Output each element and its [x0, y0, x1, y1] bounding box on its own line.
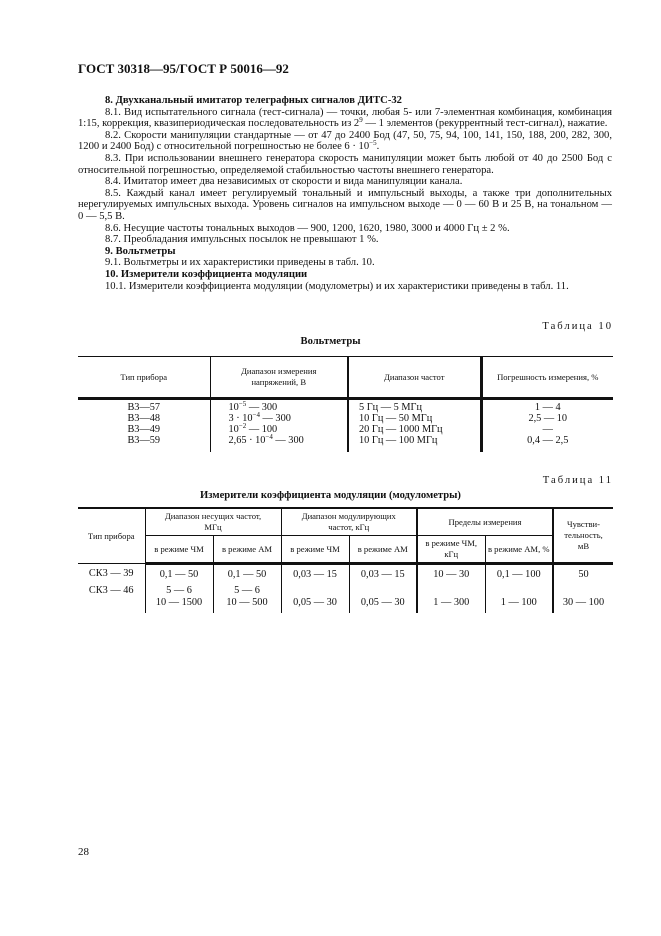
cell-value: В3—48	[127, 413, 161, 424]
carrier-am-cell: 10 — 500	[212, 597, 281, 613]
subheader: в режиме АМ, %	[484, 535, 554, 565]
mod-am-cell: 0,05 — 30	[348, 597, 417, 613]
table-row: СК3 — 39 0,1 — 50 0,1 — 50 0,03 — 15 0,03 — …	[78, 563, 613, 583]
column-header: Тип прибора	[78, 507, 146, 564]
error-cell: 1 — 4 2,5 — 10—0,4 — 2,5	[479, 398, 613, 452]
cell-value: 3 · 10−4 — 300	[228, 411, 291, 425]
mod-fm-cell: 0,05 — 30	[280, 597, 349, 613]
subheader: в режиме АМ	[212, 535, 282, 565]
carrier-fm-cell: 0,1 — 50	[144, 563, 213, 583]
section-heading: 9. Вольтметры	[105, 245, 176, 257]
table-row: В3—57 В3—48 В3—49 В3—59 10−5 — 300 3 · 10−4 …	[78, 398, 613, 453]
sens-cell: 30 — 100	[552, 597, 613, 613]
lim-fm-cell: 10 — 30	[416, 563, 485, 583]
column-header: Чувстви-тельность, мВ	[552, 507, 613, 565]
table-11-title: Измерители коэффициента модуляции (модул…	[200, 490, 461, 501]
column-header: Диапазон модулирующих частот, кГц	[280, 507, 418, 536]
section-heading: 10. Измерители коэффициента модуляции	[105, 268, 308, 280]
column-header: Диапазон частот	[347, 356, 481, 400]
cell-value: В3—49	[127, 424, 161, 435]
body-text: 8. Двухканальный имитатор телеграфных си…	[78, 95, 612, 292]
type-cell: СК3 — 46	[88, 585, 134, 596]
cell-value: 5 Гц — 5 МГц	[359, 402, 422, 413]
subheader: в режиме ЧМ, кГц	[416, 535, 486, 565]
type-cell	[78, 597, 145, 613]
type-cell: В3—57 В3—48 В3—49 В3—59	[78, 399, 210, 453]
cell-value: 2,65 · 10−4 — 300	[228, 433, 304, 447]
carrier-am-cell: 5 — 6	[212, 583, 281, 597]
carrier-fm-cell: 5 — 6	[144, 583, 213, 597]
carrier-am-cell: 0,1 — 50	[212, 563, 281, 583]
cell-value: 10 Гц — 50 МГц	[359, 413, 433, 424]
cell-value: 20 Гц — 1000 МГц	[359, 424, 443, 435]
paragraph: 9.1. Вольтметры и их характеристики прив…	[105, 257, 375, 269]
cell-value: В3—57	[127, 402, 161, 413]
mod-fm-cell: 0,03 — 15	[280, 563, 349, 583]
subheader: в режиме ЧМ	[280, 535, 350, 565]
mod-am-cell	[348, 583, 417, 597]
paragraph: 8.7. Преобладания импульсных посылок не …	[105, 234, 379, 246]
subheader: в режиме АМ	[348, 535, 418, 565]
column-header: Диапазон несущих частот, МГц	[144, 507, 282, 536]
table-11-caption: Таблица 11	[542, 475, 613, 486]
lim-am-cell: 1 — 100	[484, 597, 553, 613]
table-10-caption: Таблица 10	[542, 321, 613, 332]
paragraph: 8.6. Несущие частоты тональных выходов —…	[105, 222, 510, 234]
column-header: Пределы измерения	[416, 507, 554, 536]
cell-value: 10 Гц — 100 МГц	[359, 435, 438, 446]
lim-fm-cell: 1 — 300	[416, 597, 485, 613]
paragraph: 8.4. Имитатор имеет два независимых от с…	[105, 176, 463, 188]
mod-am-cell: 0,03 — 15	[348, 563, 417, 583]
cell-value: В3—59	[127, 435, 161, 446]
sens-cell: 50	[552, 563, 613, 583]
voltage-cell: 10−5 — 300 3 · 10−4 — 300 10−2 — 100 2,65 ·…	[209, 398, 348, 452]
table-10: Тип прибора Диапазон измерения напряжени…	[78, 356, 613, 452]
section-heading: 8. Двухканальный имитатор телеграфных си…	[105, 95, 402, 106]
paragraph: 8.3. При использовании внешнего генерато…	[78, 152, 612, 176]
column-header: Тип прибора	[78, 356, 210, 400]
mod-fm-cell	[280, 583, 349, 597]
table-10-title: Вольтметры	[300, 336, 361, 347]
document-header: ГОСТ 30318—95/ГОСТ Р 50016—92	[78, 61, 289, 76]
sens-cell	[552, 583, 613, 597]
type-cell: СК3 — 39	[88, 568, 134, 579]
cell-value: 0,4 — 2,5	[527, 435, 569, 446]
lim-fm-cell	[416, 583, 485, 597]
page-number: 28	[78, 846, 89, 858]
cell-value: —	[542, 424, 553, 435]
cell-value: 2,5 — 10	[528, 413, 568, 424]
cell-value: 1 — 4	[534, 402, 561, 413]
paragraph: 8.1. Вид испытательного сигнала (тест-си…	[78, 106, 612, 130]
carrier-fm-cell: 10 — 1500	[144, 597, 213, 613]
lim-am-cell	[484, 583, 553, 597]
frequency-cell: 5 Гц — 5 МГц 10 Гц — 50 МГц 20 Гц — 1000 М…	[347, 398, 481, 452]
table-row: 10 — 1500 10 — 500 0,05 — 30 0,05 — 30 1 — 3…	[78, 597, 613, 613]
cell-value: 10−5 — 300	[228, 400, 278, 414]
paragraph: 10.1. Измерители коэффициента модуляции …	[105, 280, 569, 292]
cell-value: 10−2 — 100	[228, 422, 278, 436]
column-header: Диапазон измерения напряжений, В	[209, 356, 348, 400]
paragraph: 8.2. Скорости манипуляции стандартные — …	[78, 129, 612, 153]
column-header: Погрешность измерения, %	[479, 356, 613, 400]
lim-am-cell: 0,1 — 100	[484, 563, 553, 583]
paragraph: 8.5. Каждый канал имеет регулируемый тон…	[78, 187, 612, 222]
subheader: в режиме ЧМ	[144, 535, 214, 565]
table-11: Тип прибора Диапазон несущих частот, МГц…	[78, 507, 613, 613]
